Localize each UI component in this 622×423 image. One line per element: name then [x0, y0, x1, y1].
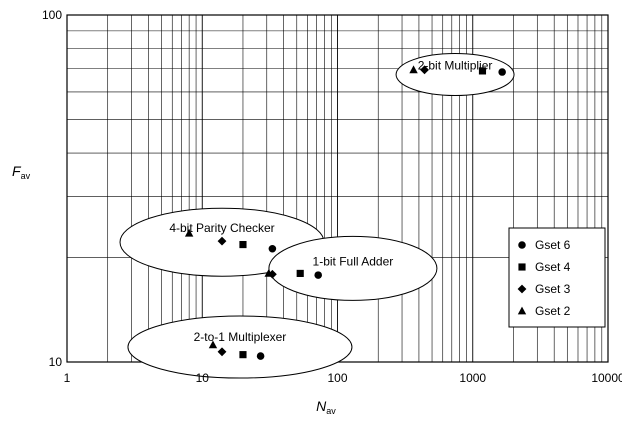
- data-point-triangle: [409, 65, 418, 74]
- data-point-diamond: [420, 65, 429, 75]
- data-point-triangle: [517, 306, 527, 315]
- x-tick-label: 1000: [459, 371, 486, 385]
- legend-label: Gset 6: [535, 238, 571, 252]
- data-point-triangle: [264, 269, 273, 277]
- data-point-square: [239, 351, 247, 359]
- data-point-square: [239, 240, 247, 249]
- data-points: [184, 65, 506, 360]
- cluster-ellipses: 2-bit Multiplier 4-bit Parity Checker 1-bi…: [119, 53, 515, 379]
- legend-label: Gset 4: [535, 260, 571, 274]
- annotation-label: 4-bit Parity Checker: [169, 221, 274, 235]
- data-point-triangle: [184, 228, 194, 237]
- legend-label: Gset 2: [535, 304, 571, 318]
- cluster-ellipse: [127, 315, 353, 379]
- data-point-circle: [268, 244, 277, 253]
- data-point-circle: [518, 241, 526, 249]
- data-point-diamond: [217, 236, 227, 246]
- annotation-label: 1-bit Full Adder: [313, 254, 394, 268]
- data-point-square: [478, 67, 487, 75]
- legend: Gset 6 Gset 4 Gset 3 Gset 2: [508, 227, 606, 328]
- annotation-label: 2-to-1 Multiplexer: [194, 330, 287, 344]
- x-tick-label: 100: [327, 371, 347, 385]
- data-point-square: [296, 269, 304, 277]
- data-point-diamond: [217, 347, 227, 357]
- x-axis-label: Nav: [316, 398, 336, 416]
- annotation-label: 2-bit Multiplier: [418, 59, 493, 73]
- cluster-ellipse: [395, 53, 515, 97]
- data-point-circle: [314, 271, 322, 279]
- legend-box: [508, 227, 606, 328]
- data-point-circle: [498, 68, 506, 76]
- x-tick-label: 10000: [591, 371, 622, 385]
- y-tick-label: 100: [42, 8, 62, 22]
- data-point-diamond: [517, 284, 527, 294]
- grid-lines: [67, 15, 608, 362]
- x-tick-label: 1: [64, 371, 71, 385]
- data-point-circle: [256, 352, 265, 360]
- legend-label: Gset 3: [535, 282, 571, 296]
- x-tick-label: 10: [196, 371, 210, 385]
- cluster-ellipse: [268, 235, 438, 301]
- y-tick-label: 10: [49, 355, 63, 369]
- data-point-diamond: [267, 269, 277, 279]
- y-axis-label: Fav: [12, 163, 31, 181]
- data-point-triangle: [208, 340, 218, 349]
- data-point-square: [518, 263, 526, 271]
